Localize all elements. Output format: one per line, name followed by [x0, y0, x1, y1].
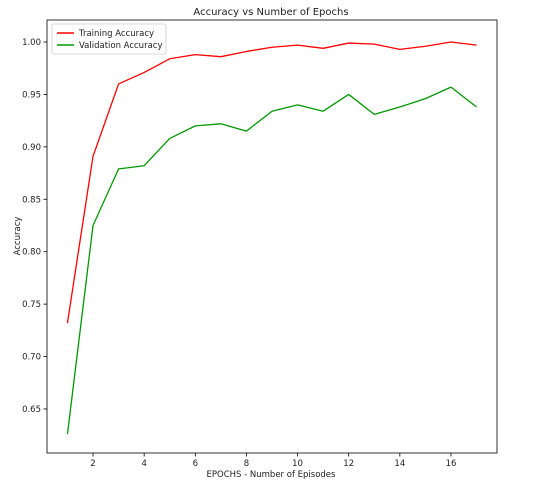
plot-frame	[47, 20, 497, 453]
x-tick-label: 6	[193, 459, 198, 469]
x-tick-label: 2	[90, 459, 95, 469]
plot-area: 0.65 0.70 0.75 0.80 0.85 0.90 0.95 1.00 2 4 6 8 10 12…	[22, 20, 497, 469]
y-tick-label: 1.00	[22, 38, 41, 48]
x-tick-label: 10	[292, 459, 303, 469]
x-tick-label: 14	[394, 459, 405, 469]
y-tick-label: 0.85	[22, 195, 41, 205]
x-tick-label: 4	[141, 459, 146, 469]
legend-entry: Validation Accuracy	[79, 41, 162, 51]
y-tick-label: 0.95	[22, 90, 41, 100]
x-axis-title: EPOCHS - Number of Episodes	[207, 470, 337, 480]
y-tick-label: 0.80	[22, 248, 41, 258]
y-tick-label: 0.65	[22, 405, 41, 415]
y-tick-label: 0.90	[22, 143, 41, 153]
x-tick-label: 16	[446, 459, 457, 469]
y-tick-label: 0.75	[22, 300, 41, 310]
y-tick-label: 0.70	[22, 353, 41, 363]
legend: Training Accuracy Validation Accuracy	[52, 24, 166, 54]
series-line-validation-accuracy	[67, 87, 476, 434]
x-tick-label: 12	[343, 459, 354, 469]
legend-entry: Training Accuracy	[78, 29, 154, 39]
series-line-training-accuracy	[67, 42, 476, 323]
chart-title: Accuracy vs Number of Epochs	[193, 7, 348, 18]
x-tick-label: 8	[244, 459, 249, 469]
